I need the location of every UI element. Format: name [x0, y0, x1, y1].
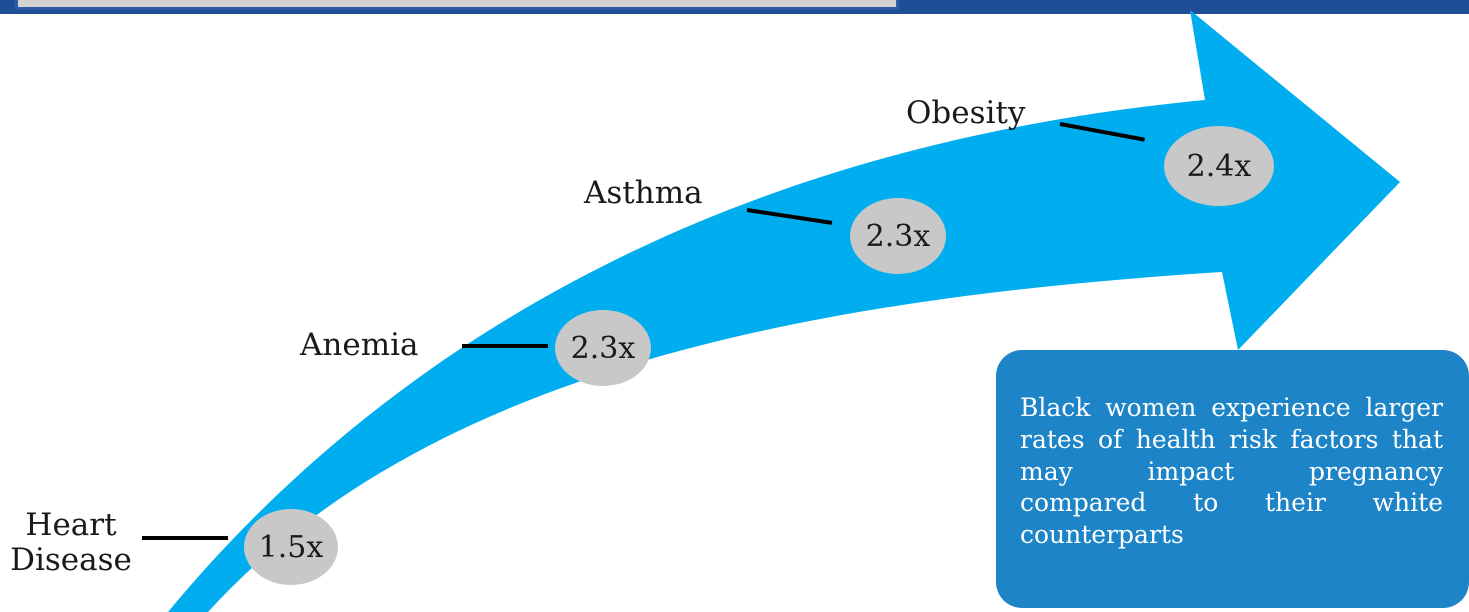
risk-label-asthma: Asthma — [584, 175, 703, 211]
risk-label-anemia: Anemia — [300, 327, 419, 363]
callout-box: Black women experience larger rates of h… — [996, 350, 1469, 608]
risk-label-heart-disease: Heart Disease — [10, 507, 132, 578]
multiplier-bubble-asthma: 2.3x — [850, 198, 946, 274]
title-box — [15, 0, 899, 10]
multiplier-bubble-obesity: 2.4x — [1164, 126, 1274, 206]
multiplier-bubble-anemia: 2.3x — [555, 310, 651, 386]
connector-heart-disease — [142, 536, 228, 540]
risk-label-obesity: Obesity — [906, 95, 1026, 131]
trend-arrow-shape — [168, 10, 1400, 612]
connector-anemia — [462, 344, 548, 348]
multiplier-bubble-heart-disease: 1.5x — [244, 509, 338, 585]
callout-text: Black women experience larger rates of h… — [1020, 393, 1443, 549]
